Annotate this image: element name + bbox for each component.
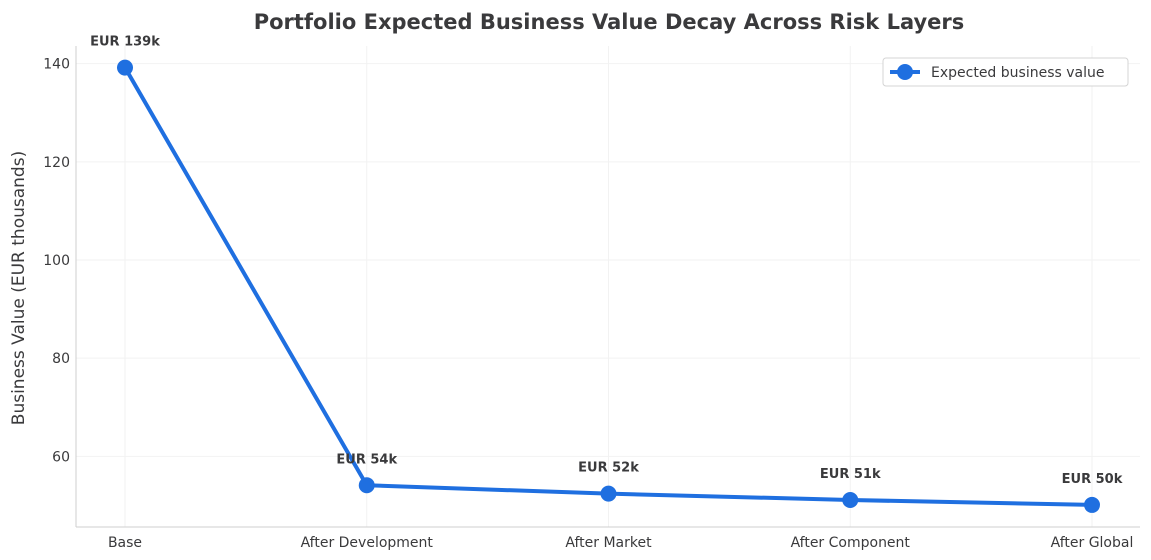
legend-box — [882, 57, 1129, 87]
x-tick-labels: Base After Development After Market After C… — [108, 535, 1133, 551]
y-tick-label-140: 140 — [43, 57, 70, 73]
x-tick-label-0: Base — [108, 535, 142, 551]
x-tick-label-3: After Component — [791, 535, 911, 551]
y-axis-label: Business Value (EUR thousands) — [9, 151, 29, 425]
axes — [75, 46, 1140, 528]
y-tick-labels: 60 80 100 120 140 — [43, 57, 70, 466]
data-point-2 — [600, 485, 617, 502]
data-label-2: EUR 52k — [578, 461, 639, 476]
x-tick-label-4: After Global — [1051, 535, 1134, 551]
x-tick-label-1: After Development — [301, 535, 434, 551]
legend: Expected business value — [882, 57, 1129, 87]
y-tick-label-80: 80 — [52, 351, 70, 367]
legend-entry-label: Expected business value — [931, 65, 1104, 81]
series-expected-business-value: EUR 139k EUR 54k EUR 52k EUR 51k EUR 50k — [90, 35, 1123, 513]
y-tick-label-120: 120 — [43, 155, 70, 171]
chart-title: Portfolio Expected Business Value Decay … — [254, 10, 965, 34]
x-tick-label-2: After Market — [565, 535, 652, 551]
y-tick-label-60: 60 — [52, 449, 70, 465]
legend-marker-swatch — [897, 64, 913, 80]
data-point-3 — [842, 492, 859, 509]
data-point-0 — [117, 59, 133, 76]
data-label-0: EUR 139k — [90, 35, 160, 50]
grid — [76, 46, 1140, 527]
data-point-4 — [1084, 496, 1100, 513]
y-tick-label-100: 100 — [43, 253, 70, 269]
data-label-3: EUR 51k — [820, 467, 881, 482]
data-label-1: EUR 54k — [336, 452, 397, 467]
data-label-4: EUR 50k — [1062, 472, 1123, 487]
data-point-1 — [358, 477, 375, 494]
